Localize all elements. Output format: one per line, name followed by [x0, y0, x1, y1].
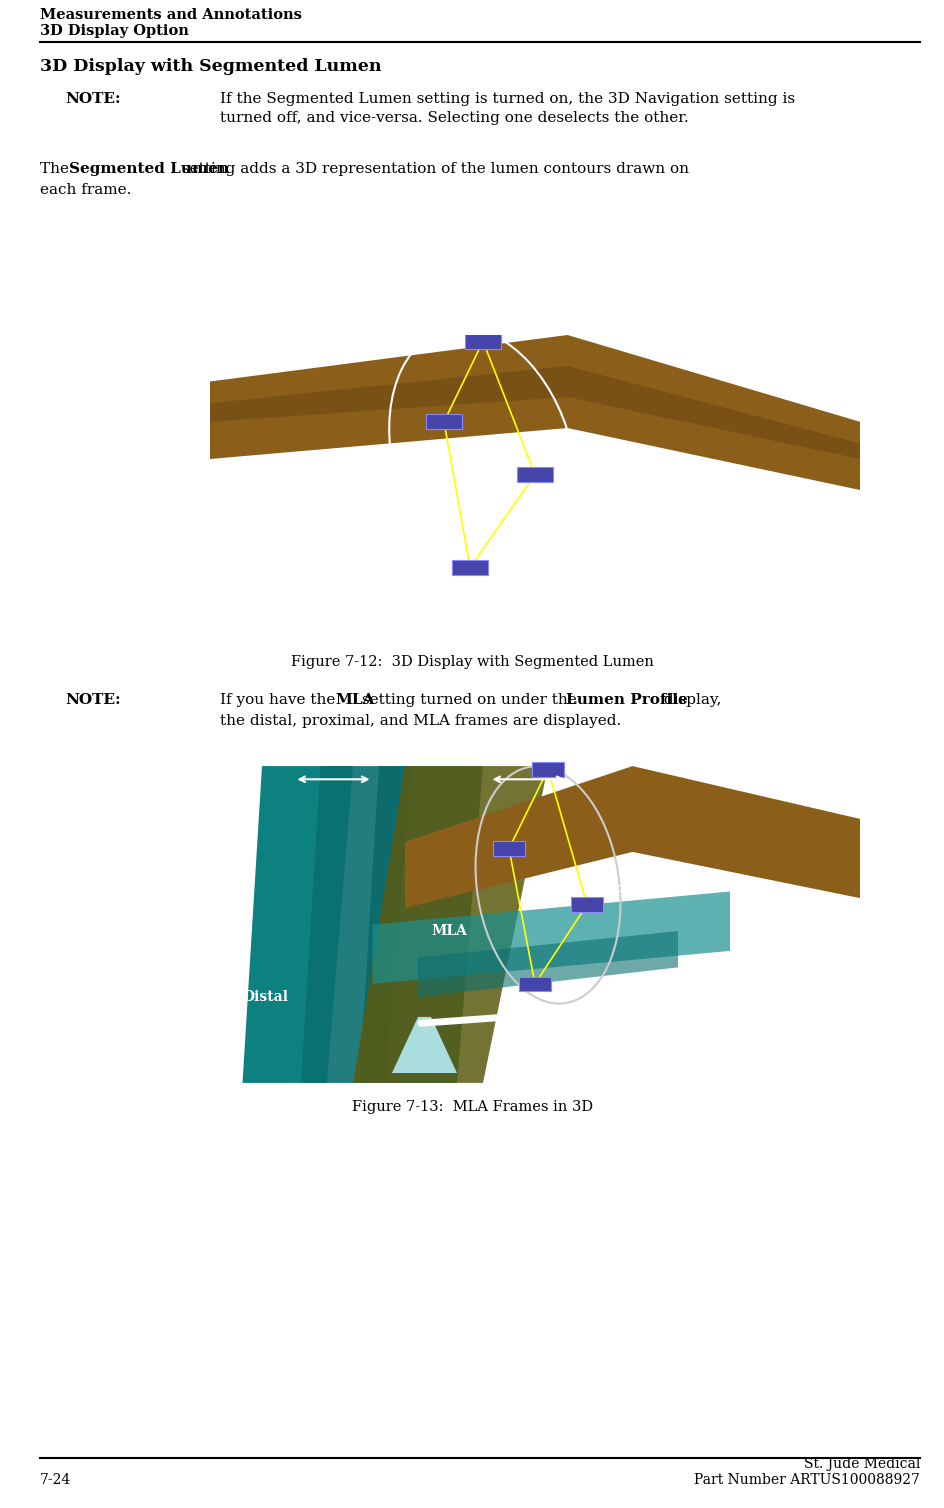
Text: each frame.: each frame. [40, 184, 131, 198]
Text: If the Segmented Lumen setting is turned on, the 3D Navigation setting is
turned: If the Segmented Lumen setting is turned… [220, 92, 794, 125]
Text: St. Jude Medical: St. Jude Medical [802, 1457, 919, 1470]
Text: the distal, proximal, and MLA frames are displayed.: the distal, proximal, and MLA frames are… [220, 715, 620, 728]
Text: The: The [40, 161, 74, 176]
Text: setting turned on under the: setting turned on under the [357, 694, 581, 707]
Polygon shape [417, 930, 677, 997]
Polygon shape [372, 891, 729, 983]
Text: MLA: MLA [335, 694, 375, 707]
Text: Measurements and Annotations: Measurements and Annotations [40, 8, 301, 23]
Text: 7-24: 7-24 [40, 1473, 71, 1487]
Text: 3D Display with Segmented Lumen: 3D Display with Segmented Lumen [40, 57, 381, 75]
Text: Figure 7-13:  MLA Frames in 3D: Figure 7-13: MLA Frames in 3D [351, 1099, 593, 1113]
Polygon shape [210, 366, 859, 458]
FancyBboxPatch shape [465, 333, 500, 348]
Text: Figure 7-12:  3D Display with Segmented Lumen: Figure 7-12: 3D Display with Segmented L… [291, 654, 653, 670]
Text: 3D Display Option: 3D Display Option [40, 24, 189, 38]
FancyBboxPatch shape [571, 897, 602, 912]
Polygon shape [301, 766, 411, 1083]
Text: Distal: Distal [243, 991, 288, 1004]
Polygon shape [243, 766, 353, 1083]
Text: NOTE:: NOTE: [65, 694, 121, 707]
Text: Part Number ARTUS100088927: Part Number ARTUS100088927 [694, 1473, 919, 1487]
Polygon shape [210, 335, 859, 490]
Polygon shape [405, 766, 859, 908]
Text: NOTE:: NOTE: [65, 92, 121, 106]
Text: display,: display, [659, 694, 721, 707]
Text: Segmented Lumen: Segmented Lumen [69, 161, 228, 176]
FancyBboxPatch shape [452, 559, 487, 575]
FancyBboxPatch shape [493, 841, 524, 857]
Text: Proximal: Proximal [613, 885, 682, 899]
FancyBboxPatch shape [519, 977, 550, 991]
FancyBboxPatch shape [426, 415, 461, 430]
Polygon shape [359, 766, 482, 1083]
FancyBboxPatch shape [517, 467, 552, 483]
Polygon shape [353, 766, 548, 1083]
FancyBboxPatch shape [531, 762, 563, 777]
Text: Lumen Profile: Lumen Profile [565, 694, 686, 707]
Text: setting adds a 3D representation of the lumen contours drawn on: setting adds a 3D representation of the … [177, 161, 688, 176]
Text: MLA: MLA [430, 924, 466, 938]
Text: If you have the: If you have the [220, 694, 340, 707]
Polygon shape [392, 1016, 457, 1074]
